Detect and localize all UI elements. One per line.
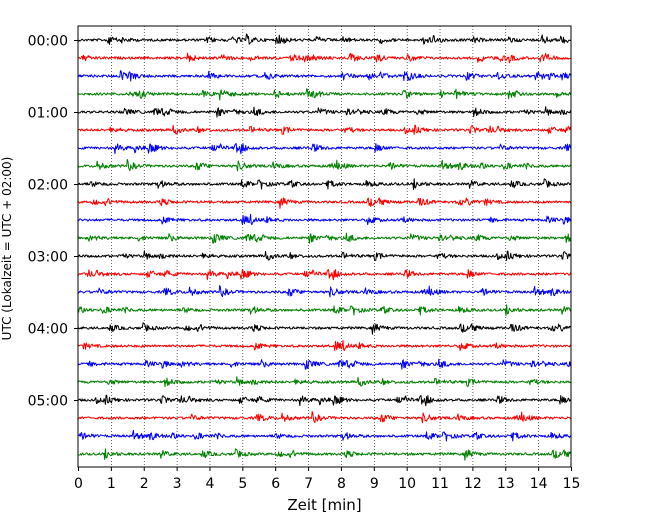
trace-0045 [77, 88, 572, 101]
trace-0130 [77, 143, 572, 155]
x-tick-label: 8 [337, 476, 346, 492]
y-tick-label: 04:00 [28, 322, 68, 338]
trace-0345 [77, 304, 572, 316]
trace-0545 [77, 448, 572, 461]
trace-0115 [77, 124, 572, 135]
x-axis-title: Zeit [min] [287, 496, 361, 514]
trace-0415 [77, 339, 572, 352]
trace-0215 [77, 197, 572, 209]
x-tick-label: 12 [464, 476, 482, 492]
y-tick-label: 05:00 [28, 394, 68, 410]
grid-layer [111, 26, 539, 467]
x-tick-label: 4 [206, 476, 215, 492]
x-tick-label: 11 [431, 476, 449, 492]
x-tick-label: 9 [370, 476, 379, 492]
trace-0145 [77, 158, 572, 172]
trace-0230 [77, 213, 572, 226]
x-tick-label: 6 [271, 476, 280, 492]
x-tick-label: 14 [530, 476, 548, 492]
trace-0030 [77, 70, 572, 82]
trace-0430 [77, 358, 572, 370]
trace-0015 [77, 52, 572, 64]
y-tick-label: 02:00 [28, 178, 68, 194]
x-tick-label: 7 [304, 476, 313, 492]
trace-0100 [77, 106, 572, 118]
y-axis-ticks: 00:00 01:00 02:00 03:00 04:00 05:00 [28, 34, 78, 410]
trace-0315 [77, 269, 572, 281]
x-tick-label: 1 [107, 476, 116, 492]
trace-0300 [77, 250, 572, 261]
x-tick-label: 5 [238, 476, 247, 492]
trace-0515 [77, 410, 572, 424]
trace-0330 [77, 284, 572, 298]
x-tick-label: 2 [140, 476, 149, 492]
plot-frame [77, 25, 572, 468]
x-tick-label: 13 [497, 476, 515, 492]
trace-0000 [77, 33, 572, 45]
trace-layer [77, 33, 572, 461]
trace-0500 [77, 394, 572, 407]
trace-0245 [77, 232, 572, 244]
trace-0400 [77, 322, 572, 335]
x-tick-label: 15 [563, 476, 581, 492]
x-tick-label: 0 [74, 476, 83, 492]
x-tick-label: 3 [173, 476, 182, 492]
y-axis-title: UTC (Lokalzeit = UTC + 02:00) [0, 157, 14, 341]
trace-0200 [77, 178, 572, 190]
x-tick-label: 10 [398, 476, 416, 492]
x-axis-ticks: 0 1 2 3 4 5 6 7 8 9 10 11 12 13 14 15 [74, 467, 580, 492]
y-tick-label: 03:00 [28, 250, 68, 266]
trace-0445 [77, 376, 572, 388]
y-tick-label: 00:00 [28, 34, 68, 50]
y-tick-label: 01:00 [28, 106, 68, 122]
trace-0530 [77, 429, 572, 442]
